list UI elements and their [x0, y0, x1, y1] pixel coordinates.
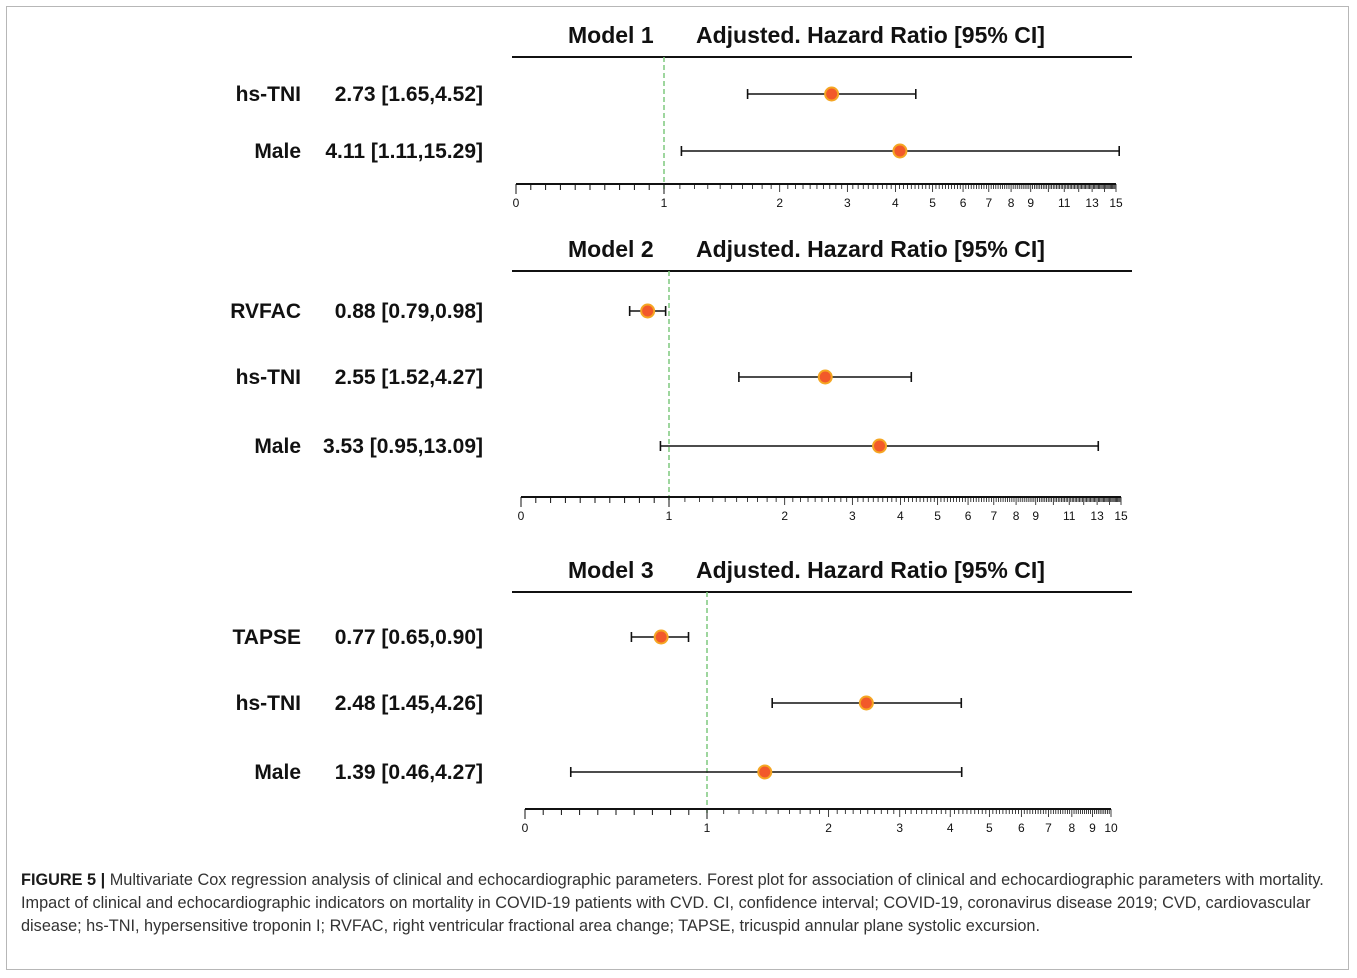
hazard-ratio-point: [872, 438, 888, 454]
row-hazard-ratio-text: 4.11 [1.11,15.29]: [325, 140, 483, 163]
model-label: Model 2: [568, 236, 654, 262]
axis-tick-label: 3: [849, 509, 856, 523]
hazard-ratio-point: [640, 303, 656, 319]
forest-row: Male 4.11 [1.11,15.29]: [254, 140, 1120, 163]
axis-tick-label: 15: [1109, 196, 1123, 210]
model-label: Model 1: [568, 22, 654, 48]
row-hazard-ratio-text: 1.39 [0.46,4.27]: [335, 761, 483, 784]
caption-text: Multivariate Cox regression analysis of …: [21, 871, 1324, 935]
chart-title: Adjusted. Hazard Ratio [95% CI]: [696, 236, 1045, 262]
axis-tick-label: 4: [897, 509, 904, 523]
axis-tick-label: 0: [513, 196, 520, 210]
axis-tick-label: 11: [1063, 509, 1076, 523]
forest-row: TAPSE 0.77 [0.65,0.90]: [233, 626, 690, 649]
axis-tick-label: 11: [1058, 196, 1071, 210]
forest-row: Male 1.39 [0.46,4.27]: [254, 761, 963, 784]
row-variable-label: hs-TNI: [236, 692, 301, 715]
forest-row: Male 3.53 [0.95,13.09]: [254, 435, 1100, 458]
axis-tick-label: 0: [522, 821, 529, 835]
axis-tick-label: 5: [929, 196, 936, 210]
axis-tick-label: 4: [892, 196, 899, 210]
model-label: Model 3: [568, 557, 654, 583]
forest-panel: Model 1 Adjusted. Hazard Ratio [95% CI] hs…: [236, 22, 1132, 210]
axis-tick-label: 2: [781, 509, 788, 523]
hazard-ratio-point: [653, 629, 669, 645]
axis-tick-label: 9: [1027, 196, 1034, 210]
forest-row: RVFAC 0.88 [0.79,0.98]: [230, 300, 667, 323]
axis-tick-label: 10: [1104, 821, 1118, 835]
chart-title: Adjusted. Hazard Ratio [95% CI]: [696, 22, 1045, 48]
axis-tick-label: 8: [1013, 509, 1020, 523]
row-hazard-ratio-text: 0.88 [0.79,0.98]: [335, 300, 483, 323]
axis-tick-label: 1: [666, 509, 673, 523]
axis-tick-label: 3: [844, 196, 851, 210]
axis-tick-label: 5: [986, 821, 993, 835]
forest-plot-figure: Model 1 Adjusted. Hazard Ratio [95% CI] hs…: [230, 22, 1132, 835]
row-hazard-ratio-text: 2.73 [1.65,4.52]: [335, 83, 483, 106]
axis-tick-label: 1: [704, 821, 711, 835]
chart-title: Adjusted. Hazard Ratio [95% CI]: [696, 557, 1045, 583]
axis-tick-label: 1: [661, 196, 668, 210]
axis-tick-label: 7: [985, 196, 992, 210]
axis-tick-label: 9: [1032, 509, 1039, 523]
row-hazard-ratio-text: 2.55 [1.52,4.27]: [335, 366, 483, 389]
axis-tick-label: 8: [1008, 196, 1015, 210]
axis-tick-label: 7: [1045, 821, 1052, 835]
row-variable-label: TAPSE: [233, 626, 301, 649]
axis-tick-label: 6: [960, 196, 967, 210]
axis-tick-label: 0: [518, 509, 525, 523]
row-variable-label: Male: [254, 435, 301, 458]
forest-row: hs-TNI 2.48 [1.45,4.26]: [236, 692, 963, 715]
axis-tick-label: 13: [1085, 196, 1099, 210]
row-hazard-ratio-text: 3.53 [0.95,13.09]: [323, 435, 483, 458]
axis-tick-label: 2: [825, 821, 832, 835]
forest-panel: Model 2 Adjusted. Hazard Ratio [95% CI] RV…: [230, 236, 1132, 523]
forest-row: hs-TNI 2.73 [1.65,4.52]: [236, 83, 917, 106]
row-variable-label: RVFAC: [230, 300, 301, 323]
row-variable-label: Male: [254, 140, 301, 163]
row-variable-label: hs-TNI: [236, 366, 301, 389]
x-axis: 0 1 2 3 4 5 6 7 8 9 11 13 15: [518, 496, 1128, 523]
axis-tick-label: 13: [1090, 509, 1104, 523]
axis-tick-label: 3: [896, 821, 903, 835]
hazard-ratio-point: [757, 764, 773, 780]
caption-label: FIGURE 5 |: [21, 871, 106, 889]
axis-tick-label: 2: [776, 196, 783, 210]
forest-panel: Model 3 Adjusted. Hazard Ratio [95% CI] TA…: [233, 557, 1132, 835]
axis-tick-label: 9: [1089, 821, 1096, 835]
axis-tick-label: 8: [1069, 821, 1076, 835]
hazard-ratio-point: [892, 143, 908, 159]
hazard-ratio-point: [824, 86, 840, 102]
axis-tick-label: 6: [965, 509, 972, 523]
row-hazard-ratio-text: 2.48 [1.45,4.26]: [335, 692, 483, 715]
x-axis: 0 1 2 3 4 5 6 7 8 9 10: [522, 808, 1118, 835]
forest-row: hs-TNI 2.55 [1.52,4.27]: [236, 366, 913, 389]
hazard-ratio-point: [858, 695, 874, 711]
row-variable-label: hs-TNI: [236, 83, 301, 106]
figure-caption: FIGURE 5 | Multivariate Cox regression a…: [21, 869, 1337, 938]
row-hazard-ratio-text: 0.77 [0.65,0.90]: [335, 626, 483, 649]
axis-tick-label: 7: [990, 509, 997, 523]
axis-tick-label: 15: [1114, 509, 1128, 523]
axis-tick-label: 5: [934, 509, 941, 523]
hazard-ratio-point: [817, 369, 833, 385]
row-variable-label: Male: [254, 761, 301, 784]
axis-tick-label: 6: [1018, 821, 1025, 835]
x-axis: 0 1 2 3 4 5 6 7 8 9 11 13 15: [513, 183, 1123, 210]
axis-tick-label: 4: [947, 821, 954, 835]
